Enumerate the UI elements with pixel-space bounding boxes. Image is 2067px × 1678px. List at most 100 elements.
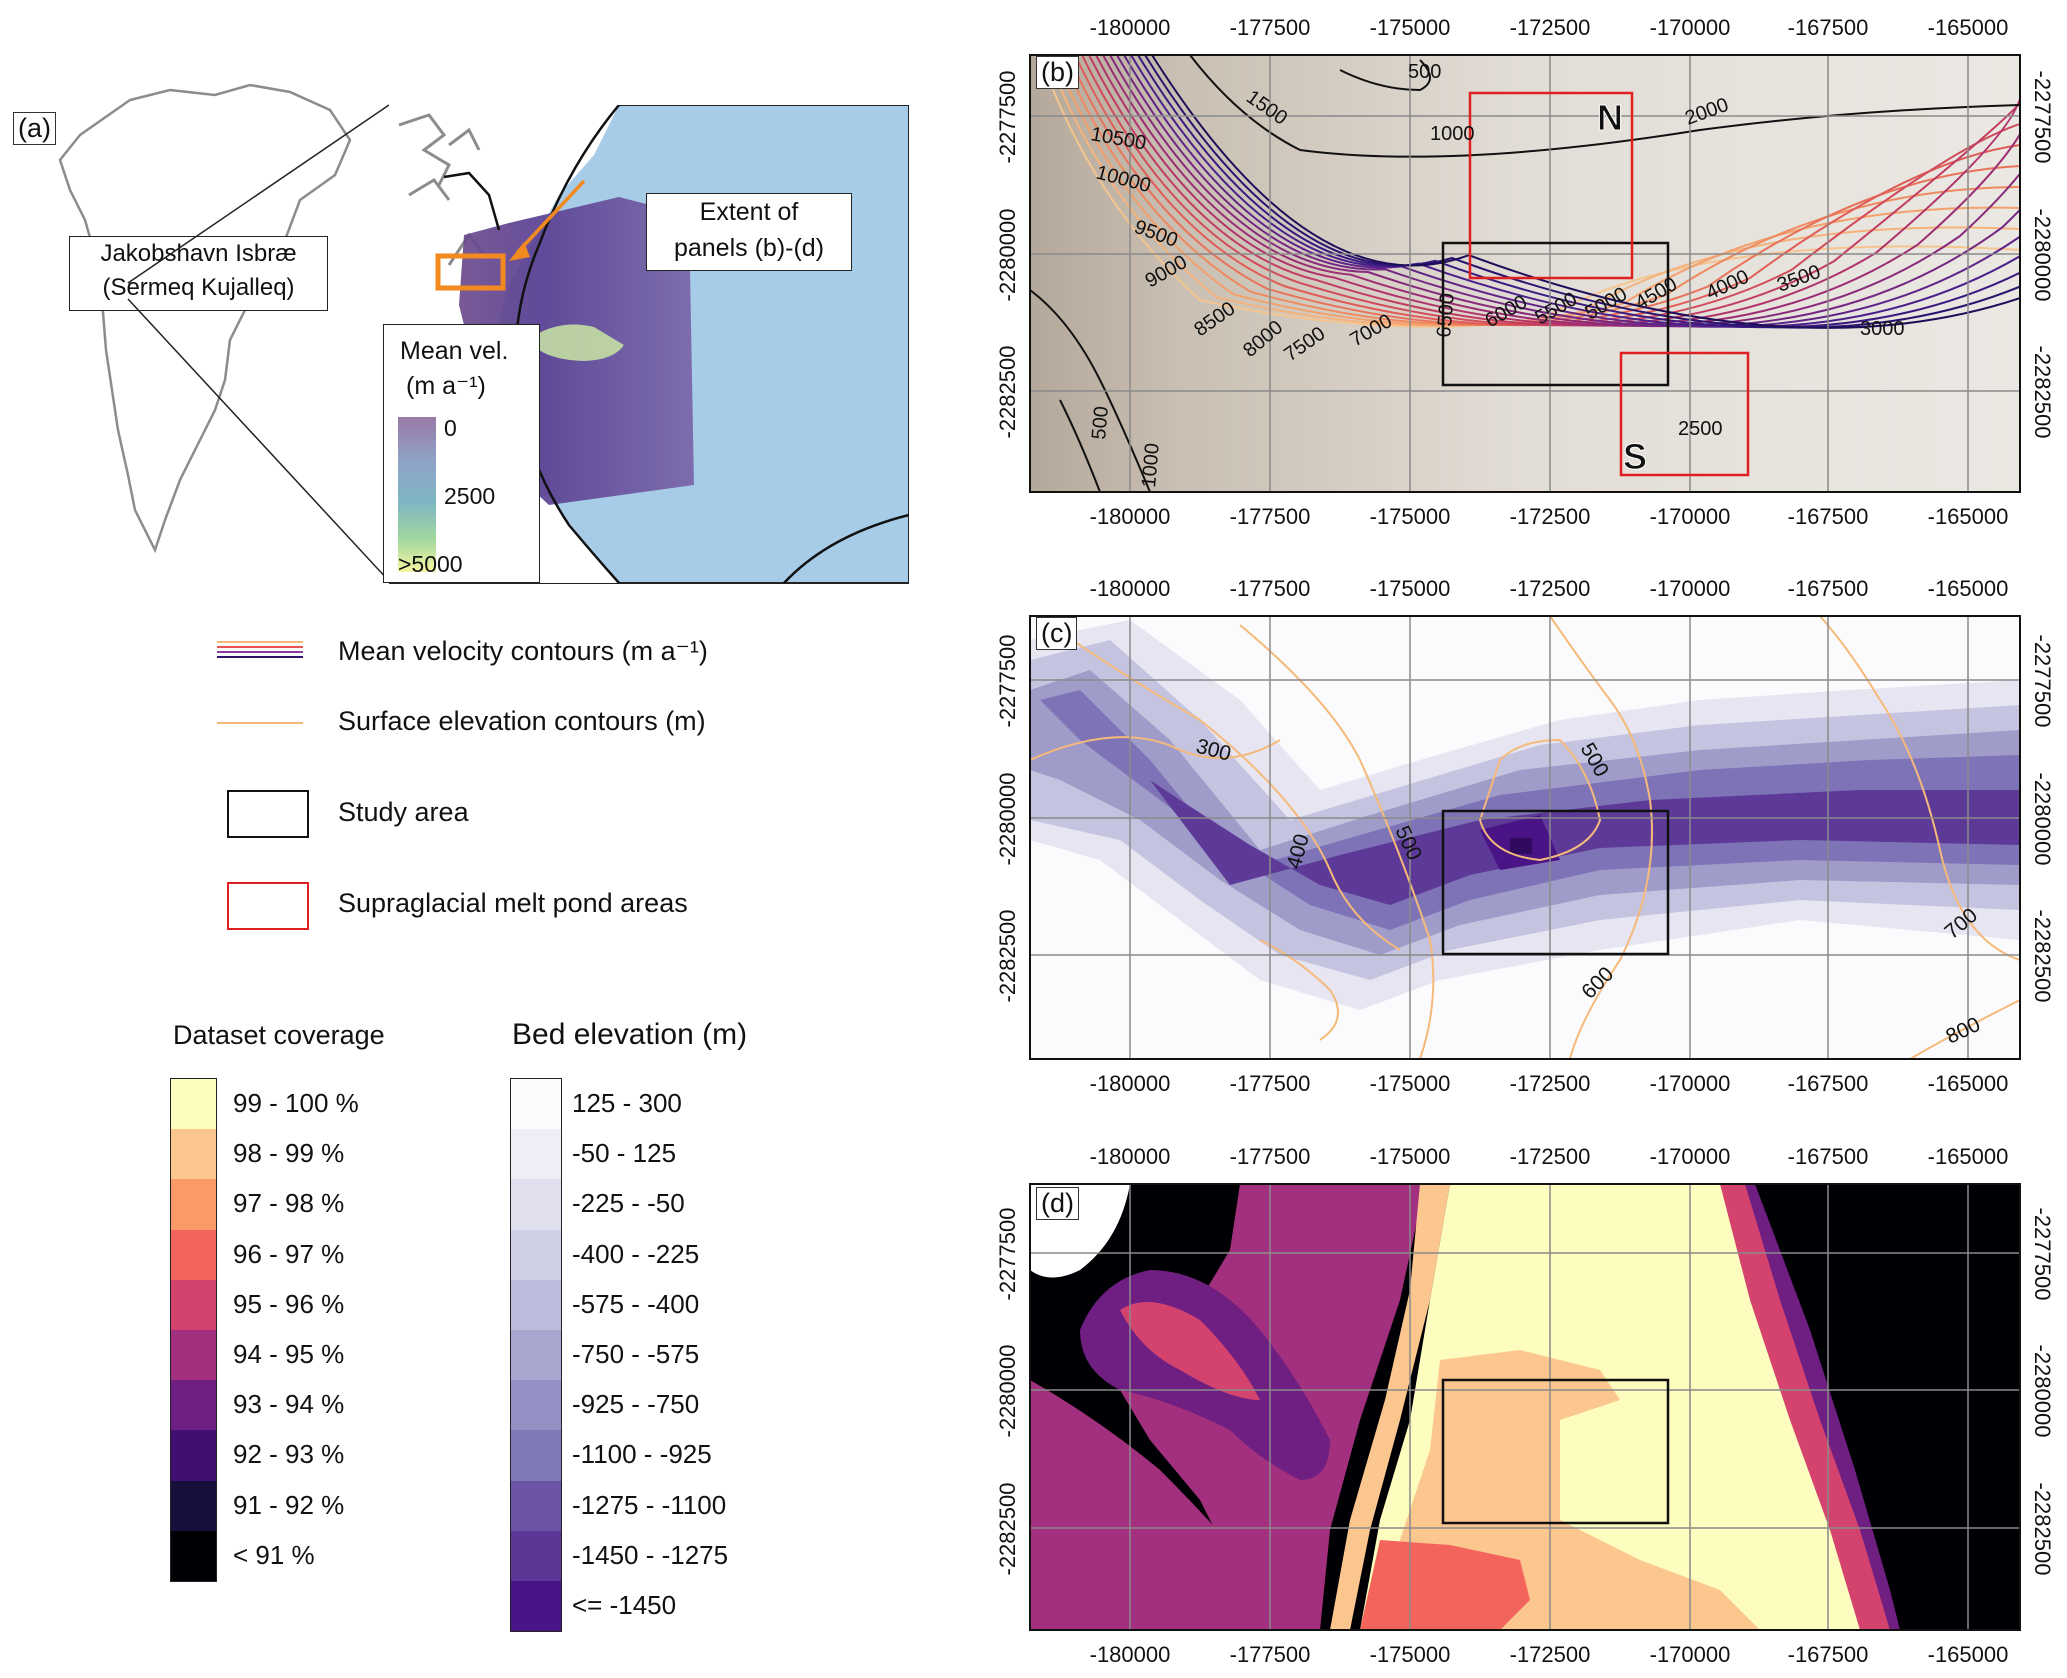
bed-swatch — [511, 1580, 561, 1632]
coverage-label: 94 - 95 % — [233, 1338, 345, 1369]
x-tick-top: -180000 — [1089, 15, 1171, 40]
x-tick-bottom: -175000 — [1369, 1071, 1451, 1096]
bed-swatch — [511, 1129, 561, 1180]
x-tick-bottom: -175000 — [1369, 504, 1451, 529]
bed-swatch — [511, 1279, 561, 1330]
velocity-tick-2500: 2500 — [444, 483, 496, 509]
y-tick-left: -2277500 — [995, 1207, 1020, 1301]
coverage-label: 91 - 92 % — [233, 1489, 345, 1520]
y-tick-right: -2280000 — [2030, 208, 2055, 302]
surface-elevation-contours-c — [1030, 616, 2020, 1059]
elevation-contour — [1059, 399, 1101, 492]
legend-melt-pond-label: Supraglacial melt pond areas — [338, 888, 688, 918]
extent-line-1: Extent of — [699, 198, 799, 226]
bed-label: <= -1450 — [572, 1589, 677, 1620]
y-tick-left: -2280000 — [995, 772, 1020, 866]
study-area-c — [1441, 809, 1670, 956]
x-tick-bottom: -165000 — [1927, 504, 2009, 529]
bed-label: -50 - 125 — [572, 1138, 677, 1169]
x-tick-top: -172500 — [1509, 1144, 1591, 1169]
x-tick-bottom: -175000 — [1369, 1642, 1451, 1667]
coverage-swatch — [171, 1229, 216, 1280]
inset-ice-margin-2 — [783, 513, 909, 584]
coverage-swatch — [171, 1179, 216, 1230]
coverage-swatch — [171, 1480, 216, 1531]
extent-arrowhead — [509, 242, 530, 261]
bed-swatch — [511, 1380, 561, 1431]
y-tick-left: -2282500 — [995, 909, 1020, 1003]
bed-label: -575 - -400 — [572, 1288, 700, 1319]
study-area-d — [1441, 1378, 1670, 1525]
x-tick-top: -175000 — [1369, 15, 1451, 40]
x-tick-top: -180000 — [1089, 1144, 1171, 1169]
dataset-coverage-labels: 99 - 100 % 98 - 99 % 97 - 98 % 96 - 97 % 95 … — [233, 1078, 443, 1580]
extent-box — [435, 253, 506, 291]
velocity-contours-b — [1030, 55, 2020, 492]
x-tick-bottom: -167500 — [1787, 1071, 1869, 1096]
bed-swatch — [511, 1229, 561, 1280]
velocity-contour — [1144, 55, 2020, 329]
y-tick-right: -2282500 — [2030, 1482, 2055, 1576]
x-tick-bottom: -172500 — [1509, 1642, 1591, 1667]
y-tick-right: -2282500 — [2030, 345, 2055, 439]
bed-label: -750 - -575 — [572, 1338, 700, 1369]
x-tick-top: -170000 — [1649, 576, 1731, 601]
panel-c-label: (c) — [1036, 617, 1078, 650]
velocity-contour — [1137, 55, 2020, 329]
study-area-symbol — [227, 790, 309, 838]
y-tick-left: -2277500 — [995, 70, 1020, 164]
velocity-tick-0: 0 — [444, 415, 457, 441]
x-tick-top: -170000 — [1649, 15, 1731, 40]
coverage-swatch — [171, 1129, 216, 1180]
x-tick-bottom: -170000 — [1649, 504, 1731, 529]
bed-label: -400 - -225 — [572, 1238, 700, 1269]
x-tick-top: -165000 — [1927, 1144, 2009, 1169]
dataset-coverage-title: Dataset coverage — [173, 1020, 385, 1050]
elevation-contour-label: 500 — [1088, 405, 1113, 440]
bed-label: -225 - -50 — [572, 1188, 685, 1219]
x-tick-top: -170000 — [1649, 1144, 1731, 1169]
x-tick-bottom: -180000 — [1089, 1071, 1171, 1096]
velocity-contour-label: 6500 — [1433, 292, 1459, 338]
grid-d — [1030, 1184, 2020, 1630]
velocity-contour — [1151, 55, 2020, 329]
coverage-label: 98 - 99 % — [233, 1138, 345, 1169]
melt-pond-south-label: S — [1623, 436, 1647, 477]
x-tick-bottom: -165000 — [1927, 1642, 2009, 1667]
elevation-contour-label: 500 — [1408, 61, 1441, 83]
velocity-legend-unit: (m a⁻¹) — [406, 372, 486, 400]
bed-elevation-legend: Bed elevation (m) 125 - 300 -50 - 125 -225… — [510, 1018, 810, 1640]
elevation-contour — [1339, 59, 1431, 92]
panel-a-label: (a) — [13, 112, 56, 145]
dataset-coverage-raster — [1030, 1184, 2020, 1630]
x-tick-top: -167500 — [1787, 576, 1869, 601]
velocity-legend: Mean vel. (m a⁻¹) 0 2500 >5000 — [383, 324, 540, 583]
y-tick-left: -2280000 — [995, 208, 1020, 302]
x-tick-top: -165000 — [1927, 576, 2009, 601]
coverage-swatch — [171, 1380, 216, 1431]
y-tick-left: -2282500 — [995, 345, 1020, 439]
y-tick-right: -2280000 — [2030, 1344, 2055, 1438]
callout-line-1: Jakobshavn Isbræ — [100, 240, 297, 267]
x-tick-top: -175000 — [1369, 1144, 1451, 1169]
y-tick-left: -2282500 — [995, 1482, 1020, 1576]
x-tick-bottom: -172500 — [1509, 504, 1591, 529]
x-tick-bottom: -167500 — [1787, 504, 1869, 529]
inset-coast-detail — [398, 113, 486, 266]
dataset-coverage-swatches — [170, 1078, 217, 1582]
inset-coast-line — [443, 171, 501, 231]
x-tick-top: -165000 — [1927, 15, 2009, 40]
y-tick-right: -2282500 — [2030, 909, 2055, 1003]
x-tick-bottom: -180000 — [1089, 1642, 1171, 1667]
study-area-b — [1441, 241, 1670, 387]
bed-label: -925 - -750 — [572, 1389, 700, 1420]
extent-callout: Extent of panels (b)-(d) — [646, 193, 852, 271]
grid-c — [1030, 616, 2020, 1059]
x-tick-top: -167500 — [1787, 1144, 1869, 1169]
y-tick-right: -2277500 — [2030, 70, 2055, 164]
bed-swatch — [511, 1480, 561, 1531]
glacier-callout: Jakobshavn Isbræ (Sermeq Kujalleq) — [69, 236, 328, 311]
coverage-label: 97 - 98 % — [233, 1188, 345, 1219]
